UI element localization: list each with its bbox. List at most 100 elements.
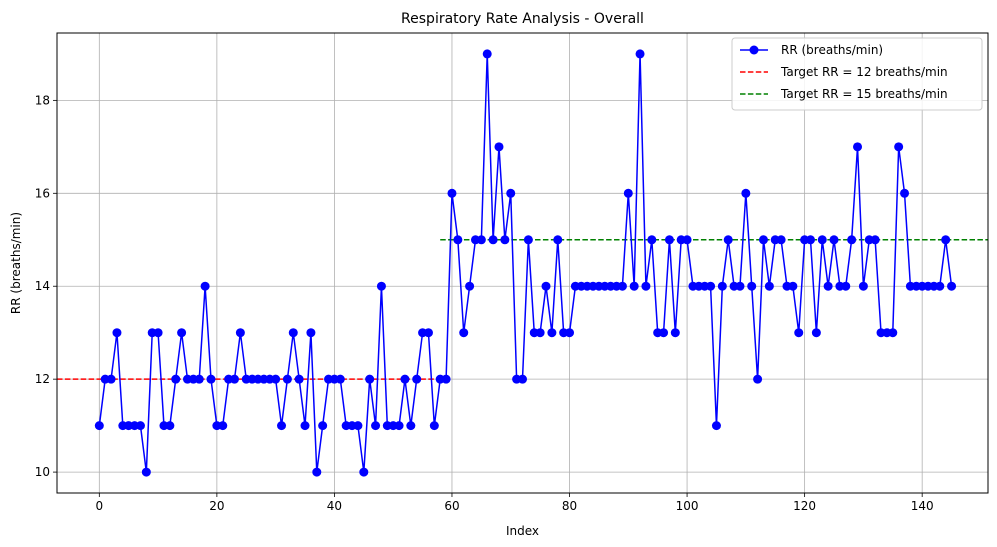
y-tick-label: 14 [35,279,50,293]
legend-rr-label: RR (breaths/min) [781,43,883,57]
rr-point [629,281,639,291]
rr-point [312,467,322,477]
rr-point [294,374,304,384]
rr-point [376,281,386,291]
rr-point [817,235,827,245]
rr-point [230,374,239,384]
plot-frame [56,32,989,494]
y-tick-label: 10 [35,465,50,479]
rr-point [717,281,727,291]
rr-point [758,235,768,245]
rr-point [806,235,815,245]
rr-point [335,374,345,384]
rr-point [853,142,863,152]
rr-point [453,235,463,245]
x-axis-label: Index [506,524,539,538]
rr-point [500,235,510,245]
rr-point [547,328,557,338]
rr-point [847,235,857,245]
rr-point [194,374,204,384]
rr-point [394,421,404,431]
x-tick-label: 20 [209,499,224,513]
rr-point [506,188,516,198]
rr-point [306,328,316,338]
rr-point [706,281,716,291]
rr-point [811,328,821,338]
rr-point [488,235,498,245]
x-tick-label: 0 [95,499,103,513]
rr-point [300,421,310,431]
rr-point [288,328,298,338]
y-axis-label: RR (breaths/min) [9,212,23,314]
rr-point [829,235,839,245]
x-tick-label: 100 [676,499,699,513]
y-tick-label: 18 [35,93,50,107]
legend-target12-label: Target RR = 12 breaths/min [780,65,948,79]
rr-point [135,421,145,431]
rr-point [447,188,457,198]
rr-point [635,49,645,59]
rr-point [459,328,469,338]
rr-point [423,328,433,338]
rr-point [277,421,287,431]
rr-point [670,328,680,338]
rr-point [177,328,187,338]
rr-point [900,188,910,198]
rr-point [735,281,745,291]
rr-point [753,374,763,384]
rr-point [935,281,945,291]
legend-rr-marker [749,45,759,55]
rr-point [429,421,439,431]
rr-point [947,281,957,291]
rr-point [153,328,163,338]
rr-point [476,235,486,245]
rr-point [623,188,633,198]
rr-point [412,374,422,384]
legend-box [731,37,983,111]
rr-point [441,374,451,384]
rr-point [141,467,151,477]
rr-point [235,328,245,338]
rr-point [365,374,375,384]
rr-point [641,281,651,291]
rr-point [371,421,381,431]
x-tick-label: 120 [793,499,816,513]
x-tick-label: 140 [911,499,934,513]
rr-point [858,281,868,291]
rr-point [318,421,328,431]
rr-point [894,142,904,152]
rr-point [359,467,369,477]
rr-point [535,328,545,338]
rr-point [165,421,175,431]
rr-series [94,49,957,477]
rr-point [794,328,804,338]
rr-point [747,281,757,291]
rr-point [353,421,363,431]
rr-point [406,421,416,431]
legend: RR (breaths/min) Target RR = 12 breaths/… [731,37,983,111]
x-tick-label: 80 [562,499,577,513]
rr-point [617,281,627,291]
rr-point [200,281,210,291]
rr-point [465,281,475,291]
y-tick-label: 12 [35,372,50,386]
rr-point [888,328,898,338]
rr-point [282,374,292,384]
rr-point [841,281,851,291]
rr-point [218,421,228,431]
x-tick-label: 40 [327,499,342,513]
rr-point [565,328,575,338]
rr-point [400,374,410,384]
rr-point [659,328,669,338]
rr-point [553,235,563,245]
rr-point [647,235,657,245]
rr-point [788,281,798,291]
rr-point [741,188,751,198]
y-tick-label: 16 [35,186,50,200]
rr-point [171,374,181,384]
rr-point [682,235,692,245]
rr-point [941,235,951,245]
rr-point [94,421,104,431]
rr-point [523,235,533,245]
rr-point [518,374,527,384]
